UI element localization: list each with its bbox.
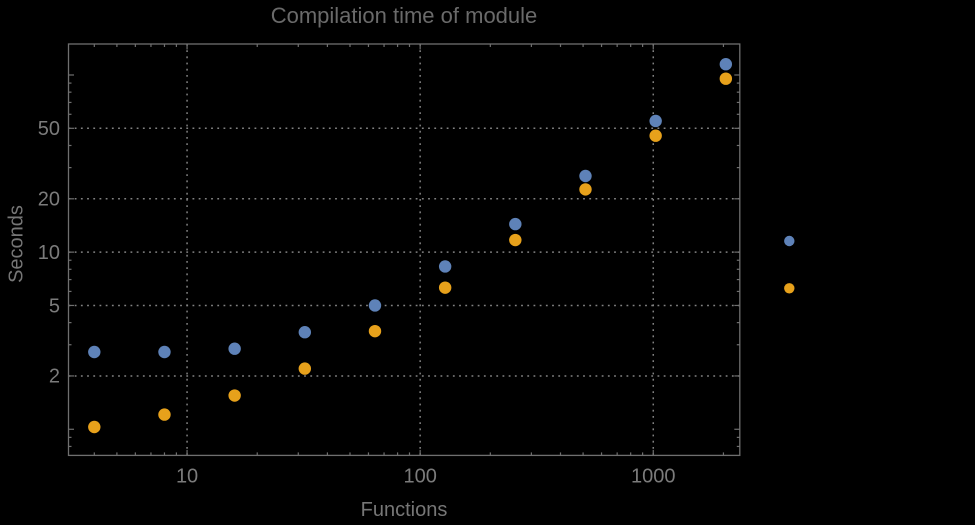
data-point-series-1	[579, 169, 592, 183]
x-tick-label: 100	[403, 466, 436, 488]
data-point-series-2	[228, 389, 241, 402]
data-point-series-1	[649, 114, 662, 128]
data-point-series-2	[88, 420, 101, 434]
y-tick-label: 5	[49, 295, 60, 317]
y-tick-label: 10	[38, 242, 60, 264]
data-point-series-2	[438, 281, 452, 294]
data-point-series-1	[719, 58, 733, 71]
data-point-series-1	[88, 345, 101, 359]
data-point-series-2	[509, 233, 522, 247]
x-axis-label: Functions	[360, 499, 448, 521]
data-point-series-2	[298, 362, 312, 375]
legend-marker-series-1	[784, 235, 795, 247]
y-tick-label: 20	[38, 189, 60, 211]
data-point-series-2	[158, 408, 171, 421]
data-point-series-2	[579, 183, 592, 196]
legend-marker-series-2	[784, 283, 795, 294]
x-tick-label: 1000	[631, 466, 676, 488]
data-point-series-2	[649, 129, 662, 142]
x-tick-label: 10	[176, 466, 198, 488]
y-tick-label: 2	[49, 366, 60, 388]
plot-frame	[67, 43, 741, 457]
y-tick-label: 50	[38, 118, 60, 140]
data-point-series-1	[228, 342, 241, 355]
data-point-series-2	[368, 324, 382, 338]
data-point-series-1	[509, 217, 522, 231]
chart-title: Compilation time of module	[270, 3, 538, 28]
data-point-series-1	[368, 299, 382, 312]
data-point-series-1	[438, 260, 452, 273]
data-point-series-2	[719, 72, 733, 85]
data-point-series-1	[158, 345, 171, 359]
data-point-series-1	[298, 326, 312, 339]
y-axis-label: Seconds	[5, 205, 28, 283]
